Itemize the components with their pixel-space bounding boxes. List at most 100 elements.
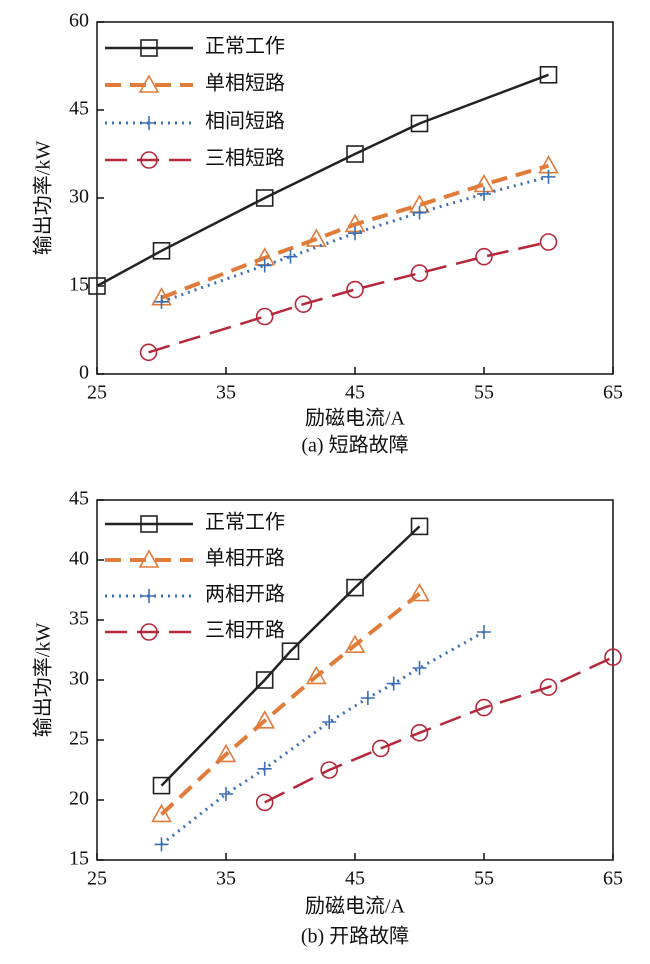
marker (475, 247, 493, 266)
x-tick-label: 55 (474, 868, 494, 890)
marker (257, 258, 272, 273)
chart: 25 35 45 55 65 15 20 25 30 35 40 45 励磁电流/A (b) 开路故障 输出… (32, 488, 623, 948)
marker (219, 787, 233, 801)
marker (154, 294, 169, 309)
marker (151, 803, 172, 823)
legend-label: 相间短路 (205, 110, 285, 133)
marker (475, 698, 493, 717)
x-tick-label: 65 (603, 382, 623, 404)
marker (281, 642, 300, 661)
chart: 25 35 45 55 65 0 15 30 45 60 励磁电流/A (a) 短路故障 输出功率/kW… (32, 10, 623, 457)
marker (477, 625, 491, 639)
marker (409, 582, 430, 602)
series-line (160, 163, 550, 300)
legend-marker (140, 39, 158, 57)
y-tick-label: 30 (69, 186, 89, 208)
legend-label: 正常工作 (205, 511, 285, 534)
legend-label: 单相开路 (205, 547, 285, 570)
y-axis-label: 输出功率/kW (32, 623, 55, 738)
legend-label: 单相短路 (205, 72, 285, 95)
marker (152, 776, 171, 795)
marker (305, 228, 327, 247)
y-tick-label: 40 (69, 548, 89, 570)
series-line (160, 592, 421, 816)
legend-marker (138, 549, 160, 568)
marker (348, 226, 362, 241)
marker (410, 517, 429, 536)
marker (371, 739, 390, 758)
y-tick-label: 45 (69, 488, 89, 510)
legend-marker (142, 589, 156, 603)
marker (410, 723, 429, 742)
marker (346, 280, 364, 299)
marker (283, 249, 298, 264)
legend-marker (140, 151, 158, 169)
marker (322, 715, 337, 729)
x-axis-label: 励磁电流/A (305, 895, 406, 918)
series-line (148, 240, 549, 354)
x-axis-label: 励磁电流/A (305, 407, 406, 430)
y-tick-label: 25 (69, 728, 89, 750)
marker (412, 661, 427, 675)
x-tick-label: 35 (216, 382, 236, 404)
legend-marker (140, 515, 158, 533)
marker (255, 793, 274, 812)
y-tick-label: 15 (69, 848, 89, 870)
x-tick-label: 25 (87, 868, 107, 890)
x-tick-label: 65 (603, 868, 623, 890)
marker (305, 665, 327, 685)
series-line (264, 656, 614, 804)
marker (539, 66, 558, 84)
marker (152, 242, 171, 260)
y-tick-label: 0 (79, 362, 89, 384)
marker (386, 676, 401, 691)
caption: (b) 开路故障 (301, 925, 409, 948)
marker (604, 648, 622, 667)
legend-label: 正常工作 (205, 35, 285, 58)
legend-marker (142, 116, 156, 130)
marker (539, 233, 558, 251)
marker (346, 145, 364, 163)
marker (257, 761, 272, 776)
x-tick-label: 45 (345, 382, 365, 404)
marker (88, 277, 106, 295)
marker (255, 671, 274, 689)
legend-label: 三相短路 (205, 147, 285, 170)
plot-frame (96, 499, 614, 861)
y-tick-label: 60 (69, 10, 89, 32)
marker (346, 578, 364, 597)
marker (541, 169, 556, 184)
legend-marker (140, 623, 158, 641)
marker (154, 837, 169, 852)
legend-marker (138, 74, 160, 93)
y-tick-label: 15 (69, 274, 89, 296)
series-line (160, 630, 485, 846)
legend-label: 三相开路 (205, 619, 285, 642)
marker (412, 205, 427, 220)
marker (410, 114, 429, 133)
caption: (a) 短路故障 (301, 434, 408, 457)
marker (320, 761, 339, 779)
marker (477, 186, 491, 201)
marker (344, 634, 366, 653)
marker (255, 307, 274, 326)
marker (294, 295, 313, 313)
marker (539, 678, 558, 697)
marker (410, 264, 429, 282)
x-tick-label: 55 (474, 382, 494, 404)
plot-frame (96, 21, 614, 375)
marker (255, 189, 274, 207)
x-tick-label: 35 (216, 868, 236, 890)
x-tick-label: 25 (87, 382, 107, 404)
x-tick-label: 45 (345, 868, 365, 890)
y-axis-label: 输出功率/kW (32, 141, 55, 256)
legend-label: 两相开路 (205, 583, 285, 606)
marker (139, 343, 158, 362)
marker (215, 743, 237, 763)
y-tick-label: 35 (69, 608, 89, 630)
y-tick-label: 30 (69, 668, 89, 690)
marker (360, 691, 375, 705)
marker (254, 710, 276, 729)
y-tick-label: 45 (69, 98, 89, 120)
